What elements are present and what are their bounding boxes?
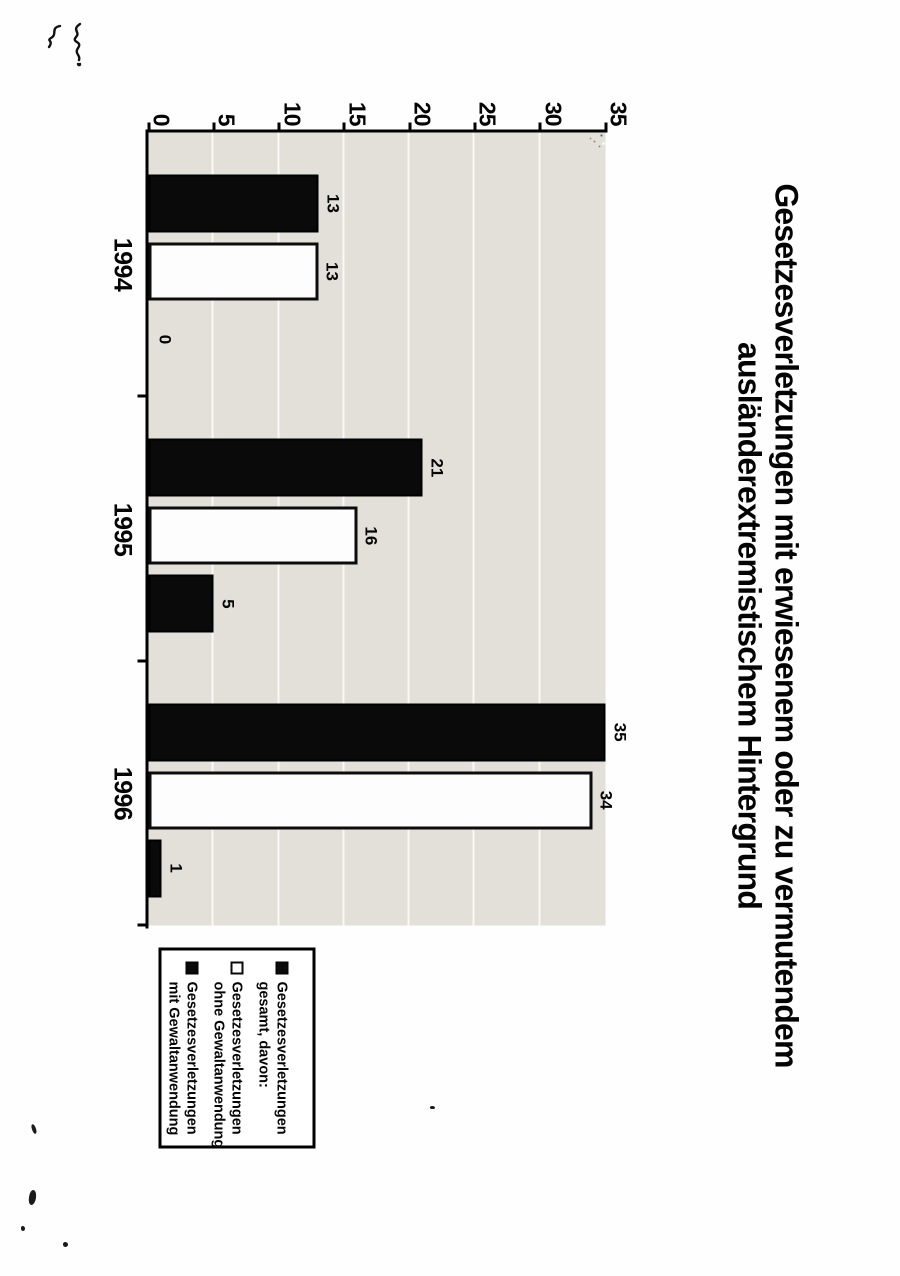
- value-axis-label: 5: [213, 113, 239, 125]
- ink-speck: [21, 1226, 25, 1231]
- legend-item-line: Gesetzesverletzungen: [183, 981, 199, 1135]
- bar-1996-gesamt: 35: [148, 702, 629, 761]
- ink-speck: [30, 1123, 38, 1135]
- bar-1994-ohne-gewalt: 13: [148, 242, 341, 300]
- value-axis-label: 10: [279, 101, 305, 125]
- bar-1994-gesamt: 13: [148, 174, 342, 232]
- bar-1996-mit-gewalt: 1: [148, 838, 185, 897]
- bar-value-label: 34: [596, 790, 615, 810]
- legend-item-line: Gesetzesverletzungen: [273, 981, 289, 1135]
- bar-value-label: 16: [361, 525, 380, 545]
- bar-value-label: 1: [166, 862, 185, 873]
- rotated-chart: Gesetzesverletzungen mit erwiesenem oder…: [95, 95, 804, 1155]
- white-square-icon: [230, 961, 243, 974]
- legend-item-line: ohne Gewaltanwendung: [210, 981, 226, 1148]
- bar-value-label: 13: [323, 193, 342, 213]
- black-square-icon: [185, 961, 198, 974]
- category-label-1996: 1996: [108, 766, 136, 820]
- legend-item-line: gesamt, davon:: [255, 981, 271, 1088]
- value-axis-label: 35: [605, 101, 631, 125]
- chart-title-line2: ausländerextremistischem Hintergrund: [731, 341, 767, 909]
- legend-item-line: mit Gewaltanwendung: [165, 981, 181, 1135]
- legend: Gesetzesverletzungen gesamt, davon: Gese…: [158, 947, 315, 1148]
- legend-item-gesamt: Gesetzesverletzungen gesamt, davon:: [254, 961, 290, 1141]
- ink-speck: [27, 1189, 38, 1206]
- chart-title: Gesetzesverletzungen mit erwiesenem oder…: [730, 95, 804, 1155]
- value-axis-label: 20: [409, 101, 435, 125]
- chart-title-line1: Gesetzesverletzungen mit erwiesenem oder…: [768, 182, 804, 1068]
- plot-area: 13 13 0 21 16 5 35 34: [148, 132, 629, 925]
- legend-item-ohne-gewalt: Gesetzesverletzungen ohne Gewaltanwendun…: [209, 961, 245, 1148]
- value-axis-label: 15: [344, 101, 370, 125]
- category-axis-tick: [137, 659, 148, 662]
- ink-speck: [430, 1106, 435, 1109]
- value-axis-label: 25: [474, 101, 500, 125]
- bar-1995-gesamt: 21: [148, 438, 446, 497]
- bar-value-label: 21: [427, 457, 446, 477]
- value-axis-label: 30: [540, 101, 566, 125]
- ink-speck: [63, 1242, 68, 1247]
- category-label-1995: 1995: [108, 502, 136, 556]
- bar-value-label: 35: [610, 722, 629, 742]
- category-axis-tick: [137, 923, 148, 926]
- handwritten-annotation: [47, 22, 82, 67]
- bar-value-label: 13: [322, 261, 341, 281]
- black-square-icon: [275, 961, 288, 974]
- legend-item-line: Gesetzesverletzungen: [228, 981, 244, 1135]
- value-axis-label: 0: [148, 113, 174, 125]
- bar-1995-mit-gewalt: 5: [148, 574, 237, 633]
- category-axis-tick: [137, 394, 148, 397]
- bar-1996-ohne-gewalt: 34: [148, 770, 615, 829]
- bar-value-label: 5: [218, 598, 237, 609]
- bar-value-label: 0: [155, 334, 174, 344]
- category-label-1994: 1994: [108, 237, 136, 291]
- legend-item-mit-gewalt: Gesetzesverletzungen mit Gewaltanwendung: [164, 961, 200, 1141]
- bar-1995-ohne-gewalt: 16: [148, 506, 380, 565]
